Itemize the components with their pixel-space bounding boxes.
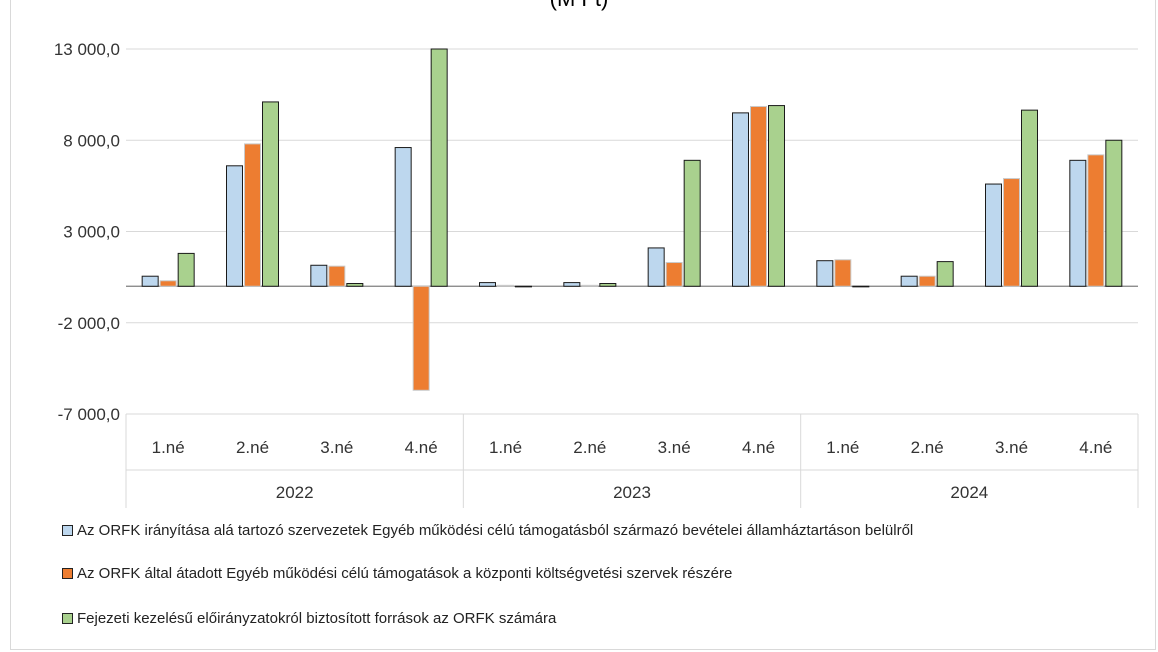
bar [1021, 109, 1038, 287]
bar [768, 105, 785, 287]
bar [394, 147, 412, 287]
x-tick-label: 3.né [320, 438, 353, 457]
x-tick-label: 4.né [1079, 438, 1112, 457]
bar [665, 262, 683, 287]
group-label: 2022 [276, 483, 314, 502]
x-tick-label: 2.né [573, 438, 606, 457]
group-label: 2023 [613, 483, 651, 502]
x-tick-label: 2.né [236, 438, 269, 457]
bar [262, 101, 279, 287]
legend-label-2: Az ORFK által átadott Egyéb működési cél… [77, 565, 733, 582]
bar [1105, 139, 1123, 287]
bar [563, 282, 581, 287]
bar [430, 48, 448, 287]
legend-label-1: Az ORFK irányítása alá tartozó szervezet… [77, 522, 914, 539]
bar [226, 165, 243, 287]
bar [1087, 154, 1105, 287]
bar [852, 285, 870, 288]
bar-chart-plot: -7 000,0 -2 000,0 3 000,0 8 000,0 13 000,0 20… [54, 40, 1139, 508]
bar [732, 112, 749, 287]
bar [141, 275, 159, 287]
y-tick-label: 3 000,0 [63, 223, 120, 242]
bar [599, 283, 617, 287]
bar [412, 285, 430, 391]
x-tick-label: 1.né [152, 438, 185, 457]
x-tick-label: 3.né [658, 438, 691, 457]
bar [479, 282, 496, 287]
x-tick-label: 1.né [489, 438, 522, 457]
bar [900, 275, 918, 287]
bar [918, 275, 936, 287]
x-tick-label: 4.né [405, 438, 438, 457]
bar [244, 143, 261, 287]
bar [581, 284, 599, 287]
x-tick-label: 3.né [995, 438, 1028, 457]
bar [177, 252, 195, 287]
y-tick-label: -7 000,0 [58, 405, 120, 424]
group-label: 2024 [950, 483, 988, 502]
x-tick-label: 4.né [742, 438, 775, 457]
chart-frame [10, 0, 1156, 650]
bar [834, 259, 852, 287]
bar [816, 260, 834, 287]
y-tick-label: 13 000,0 [54, 40, 120, 59]
legend-swatch-2 [62, 568, 73, 579]
chart-title: (M Ft) [0, 0, 1158, 12]
bar [1003, 178, 1020, 287]
x-tick-label: 1.né [826, 438, 859, 457]
bar [310, 264, 328, 287]
legend-item-1: Az ORFK irányítása alá tartozó szervezet… [62, 522, 913, 539]
bar [346, 283, 364, 287]
bar [515, 285, 532, 288]
bar [683, 159, 701, 287]
bar [328, 265, 346, 287]
bar [159, 280, 177, 287]
legend-swatch-3 [62, 613, 73, 624]
y-tick-label: 8 000,0 [63, 131, 120, 150]
legend-item-2: Az ORFK által átadott Egyéb működési cél… [62, 565, 732, 582]
bar [985, 183, 1002, 287]
legend-item-3: Fejezeti kezelésű előirányzatokról bizto… [62, 610, 556, 627]
legend-label-3: Fejezeti kezelésű előirányzatokról bizto… [77, 610, 557, 627]
y-tick-label: -2 000,0 [58, 314, 120, 333]
bar [647, 247, 665, 287]
bar [936, 261, 954, 287]
bar [1069, 159, 1087, 287]
bar [497, 284, 514, 287]
legend-swatch-1 [62, 525, 73, 536]
bar [750, 105, 767, 287]
x-tick-label: 2.né [911, 438, 944, 457]
